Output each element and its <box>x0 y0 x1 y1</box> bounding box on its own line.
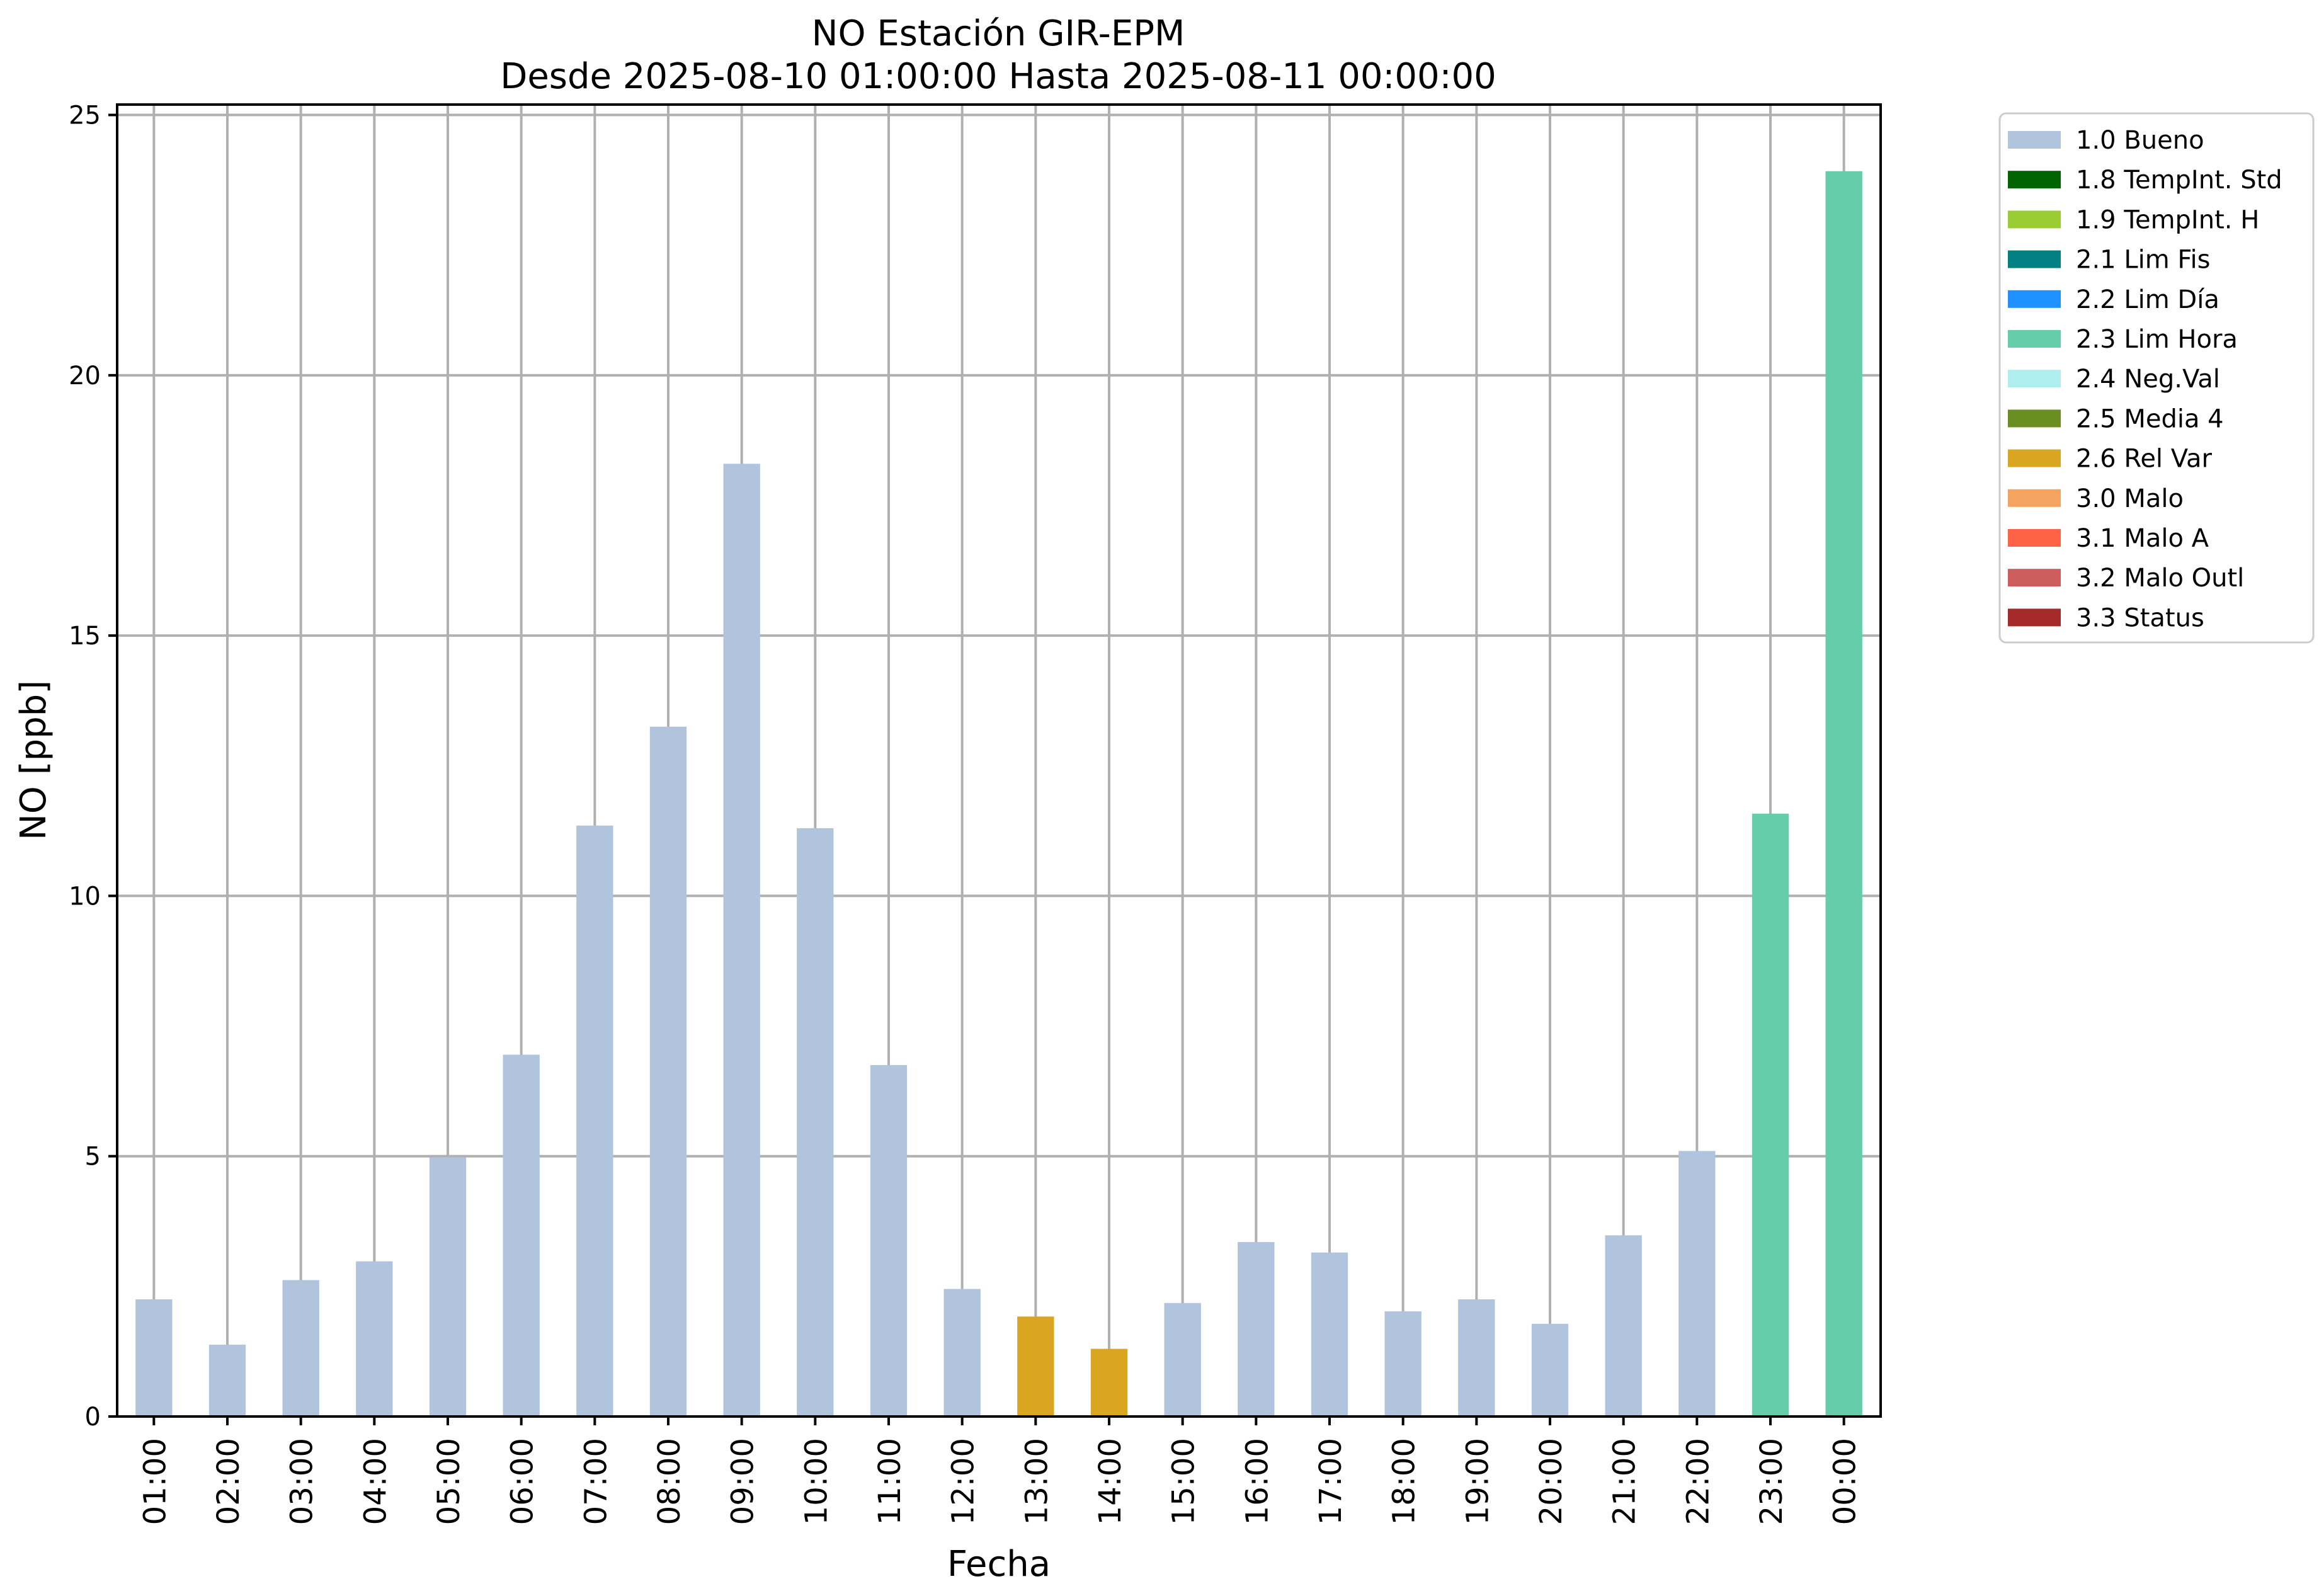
y-tick-label: 10 <box>69 882 101 911</box>
legend-swatch <box>2008 210 2061 229</box>
x-tick-label: 18:00 <box>1387 1438 1422 1525</box>
legend-label: 1.9 TempInt. H <box>2076 205 2259 234</box>
y-tick-label: 25 <box>69 101 101 130</box>
bars <box>135 171 1862 1416</box>
legend-label: 2.6 Rel Var <box>2076 445 2213 474</box>
x-tick-label: 10:00 <box>799 1438 834 1525</box>
bar-15:00 <box>1164 1302 1201 1416</box>
bar-21:00 <box>1605 1235 1642 1416</box>
chart-subtitle: Desde 2025-08-10 01:00:00 Hasta 2025-08-… <box>500 56 1496 97</box>
bar-06:00 <box>503 1054 540 1416</box>
legend-swatch <box>2008 489 2061 507</box>
legend-label: 2.1 Lim Fis <box>2076 246 2210 275</box>
legend-swatch <box>2008 409 2061 428</box>
legend-label: 1.8 TempInt. Std <box>2076 166 2282 195</box>
x-tick-label: 02:00 <box>211 1438 246 1525</box>
bar-04:00 <box>356 1261 393 1416</box>
legend-label: 3.1 Malo A <box>2076 524 2209 553</box>
bar-03:00 <box>282 1280 319 1416</box>
x-tick-label: 08:00 <box>652 1438 687 1525</box>
bar-14:00 <box>1090 1348 1128 1416</box>
x-axis-label: Fecha <box>947 1544 1051 1585</box>
bar-20:00 <box>1531 1323 1569 1416</box>
legend-label: 2.4 Neg.Val <box>2076 365 2220 394</box>
x-tick-label: 05:00 <box>431 1438 467 1525</box>
x-tick-label: 20:00 <box>1534 1438 1569 1525</box>
legend-label: 3.2 Malo Outl <box>2076 564 2244 593</box>
legend-swatch <box>2008 330 2061 348</box>
x-tick-label: 17:00 <box>1313 1438 1348 1525</box>
legend-label: 2.3 Lim Hora <box>2076 325 2238 354</box>
bar-00:00 <box>1825 171 1862 1416</box>
x-tick-label: 15:00 <box>1166 1438 1202 1525</box>
bar-22:00 <box>1678 1151 1716 1416</box>
bar-12:00 <box>943 1289 981 1416</box>
legend-label: 2.2 Lim Día <box>2076 285 2219 314</box>
legend-label: 3.0 Malo <box>2076 484 2184 513</box>
x-tick-label: 00:00 <box>1828 1438 1863 1525</box>
x-tick-label: 14:00 <box>1093 1438 1128 1525</box>
plot-frame <box>116 103 1882 1418</box>
x-tick-label: 03:00 <box>285 1438 320 1525</box>
x-tick-label: 13:00 <box>1019 1438 1054 1525</box>
bar-11:00 <box>870 1065 908 1416</box>
legend-swatch <box>2008 569 2061 587</box>
chart-title: NO Estación GIR-EPM <box>812 13 1185 54</box>
legend-swatch <box>2008 131 2061 149</box>
x-tick-label: 23:00 <box>1754 1438 1789 1525</box>
legend-label: 3.3 Status <box>2076 603 2204 632</box>
bar-16:00 <box>1238 1242 1275 1416</box>
x-tick-label: 01:00 <box>137 1438 173 1525</box>
bar-17:00 <box>1311 1252 1348 1416</box>
legend: 1.0 Bueno 1.8 TempInt. Std 1.9 TempInt. H 2… <box>1998 112 2315 644</box>
legend-swatch <box>2008 250 2061 268</box>
bar-10:00 <box>797 828 834 1416</box>
y-tick-label: 5 <box>85 1143 101 1171</box>
legend-swatch <box>2008 171 2061 189</box>
x-tick-label: 21:00 <box>1607 1438 1643 1525</box>
legend-label: 1.0 Bueno <box>2076 126 2204 155</box>
legend-swatch <box>2008 529 2061 547</box>
x-tick-label: 19:00 <box>1460 1438 1495 1525</box>
bar-23:00 <box>1752 813 1789 1416</box>
x-tick-label: 12:00 <box>946 1438 981 1525</box>
y-axis-ticks: 0 5 10 15 20 25 <box>69 101 117 1432</box>
bar-07:00 <box>576 825 613 1416</box>
x-tick-label: 06:00 <box>505 1438 540 1525</box>
bar-02:00 <box>208 1344 246 1416</box>
x-tick-label: 11:00 <box>872 1438 908 1525</box>
legend-swatch <box>2008 290 2061 308</box>
y-tick-label: 20 <box>69 362 101 390</box>
legend-swatch <box>2008 449 2061 467</box>
bar-19:00 <box>1458 1299 1495 1416</box>
y-axis-label: NO [ppb] <box>13 680 54 840</box>
bar-18:00 <box>1384 1311 1422 1416</box>
legend-label: 2.5 Media 4 <box>2076 404 2224 433</box>
x-axis-ticks: 01:00 02:00 03:00 04:00 05:00 06:00 07:00 08:00… <box>137 1416 1863 1525</box>
x-tick-label: 22:00 <box>1680 1438 1716 1525</box>
bar-08:00 <box>649 726 687 1416</box>
legend-frame <box>1998 112 2315 644</box>
y-tick-label: 15 <box>69 622 101 651</box>
bar-13:00 <box>1017 1316 1054 1416</box>
x-tick-label: 16:00 <box>1239 1438 1275 1525</box>
legend-swatch <box>2008 370 2061 388</box>
bar-09:00 <box>723 464 760 1416</box>
legend-items: 1.0 Bueno 1.8 TempInt. Std 1.9 TempInt. H 2… <box>2008 126 2282 632</box>
x-tick-label: 07:00 <box>578 1438 613 1525</box>
bar-01:00 <box>135 1299 173 1416</box>
x-tick-label: 09:00 <box>726 1438 761 1525</box>
y-tick-label: 0 <box>85 1403 101 1432</box>
legend-swatch <box>2008 608 2061 627</box>
bar-05:00 <box>429 1157 467 1416</box>
x-tick-label: 04:00 <box>358 1438 393 1525</box>
